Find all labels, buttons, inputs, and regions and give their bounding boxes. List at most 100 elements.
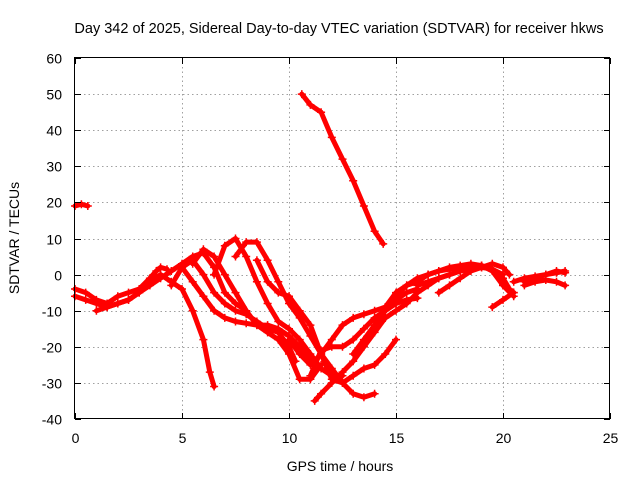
data-point	[509, 288, 518, 297]
data-point	[327, 335, 336, 344]
data-point	[210, 288, 219, 297]
data-point	[152, 267, 161, 275]
data-point	[306, 100, 315, 109]
data-point	[231, 306, 240, 315]
data-point	[413, 288, 422, 297]
axis-ticks	[75, 58, 611, 420]
data-point	[220, 270, 229, 279]
data-point	[263, 321, 272, 330]
series-line	[299, 91, 386, 247]
data-point	[220, 288, 229, 297]
data-point	[156, 274, 165, 283]
data-point	[252, 321, 261, 330]
data-point	[81, 288, 90, 297]
data-point	[499, 295, 507, 304]
data-point	[317, 346, 326, 355]
data-point	[178, 285, 186, 293]
data-point	[520, 281, 529, 290]
data-point	[188, 259, 197, 268]
data-point	[402, 281, 411, 290]
data-point	[381, 306, 390, 315]
data-point	[359, 393, 368, 402]
data-point	[220, 299, 229, 308]
data-point	[263, 277, 272, 286]
y-tick-label: -20	[42, 340, 62, 356]
data-point	[231, 234, 240, 243]
data-point	[561, 268, 570, 277]
data-point	[81, 295, 90, 304]
data-point	[413, 281, 422, 290]
data-point	[306, 350, 315, 358]
data-point	[466, 267, 475, 275]
data-point	[156, 263, 165, 272]
data-point	[210, 270, 219, 279]
data-point	[188, 277, 197, 286]
data-point	[445, 281, 454, 290]
chart-title: Day 342 of 2025, Sidereal Day-to-day VTE…	[74, 21, 603, 37]
data-point	[285, 324, 293, 333]
data-point	[338, 321, 347, 330]
tick-labels: 0 5 10 15 20 25 -40 -30 -20 -10 0 10 20 30 40 50 60	[42, 51, 619, 447]
x-tick-label: 20	[496, 430, 512, 446]
x-tick-label: 25	[603, 430, 619, 446]
data-point	[349, 357, 358, 366]
data-point	[456, 274, 465, 283]
data-point	[252, 238, 261, 247]
data-point	[306, 371, 315, 380]
y-tick-label: 50	[46, 87, 62, 103]
data-point	[499, 281, 507, 290]
data-point	[242, 306, 251, 315]
data-point	[317, 108, 326, 117]
data-point	[210, 252, 219, 261]
x-tick-label: 5	[179, 430, 187, 446]
data-point	[263, 256, 272, 265]
data-point	[297, 90, 306, 99]
series-line	[414, 263, 517, 296]
data-point	[327, 342, 336, 351]
data-point	[359, 310, 368, 319]
data-point	[242, 319, 251, 328]
data-point	[381, 350, 390, 358]
data-point	[370, 389, 379, 398]
data-point	[317, 364, 326, 373]
data-point	[488, 259, 497, 268]
data-point	[306, 321, 315, 330]
data-point	[338, 342, 347, 351]
data-point	[199, 245, 208, 254]
data-point	[379, 239, 388, 248]
data-point	[327, 133, 336, 142]
data-point	[263, 299, 272, 308]
data-point	[178, 263, 186, 272]
data-point	[285, 350, 293, 358]
data-point	[349, 371, 358, 380]
data-point	[242, 252, 251, 261]
data-point	[424, 270, 433, 279]
data-point	[552, 267, 561, 275]
data-point	[199, 335, 208, 344]
data-point	[274, 335, 283, 344]
data-point	[359, 324, 368, 333]
data-point	[124, 295, 133, 304]
data-point	[349, 350, 358, 358]
data-point	[263, 328, 272, 337]
data-point	[274, 277, 283, 286]
data-point	[83, 202, 92, 210]
data-point	[317, 389, 326, 398]
data-point	[124, 288, 133, 297]
data-point	[103, 303, 112, 312]
data-point	[509, 277, 518, 286]
data-point	[499, 263, 507, 272]
plot-frame	[74, 57, 610, 419]
data-point	[456, 267, 465, 275]
y-tick-label: 60	[46, 51, 62, 67]
data-point	[220, 241, 229, 250]
data-point	[370, 306, 379, 315]
y-tick-label: 30	[46, 159, 62, 175]
data-point	[349, 389, 358, 398]
data-point	[295, 375, 304, 384]
data-point	[445, 270, 454, 279]
data-point	[531, 277, 540, 286]
data-point	[402, 299, 411, 308]
data-point	[113, 299, 122, 308]
data-point	[434, 274, 443, 283]
